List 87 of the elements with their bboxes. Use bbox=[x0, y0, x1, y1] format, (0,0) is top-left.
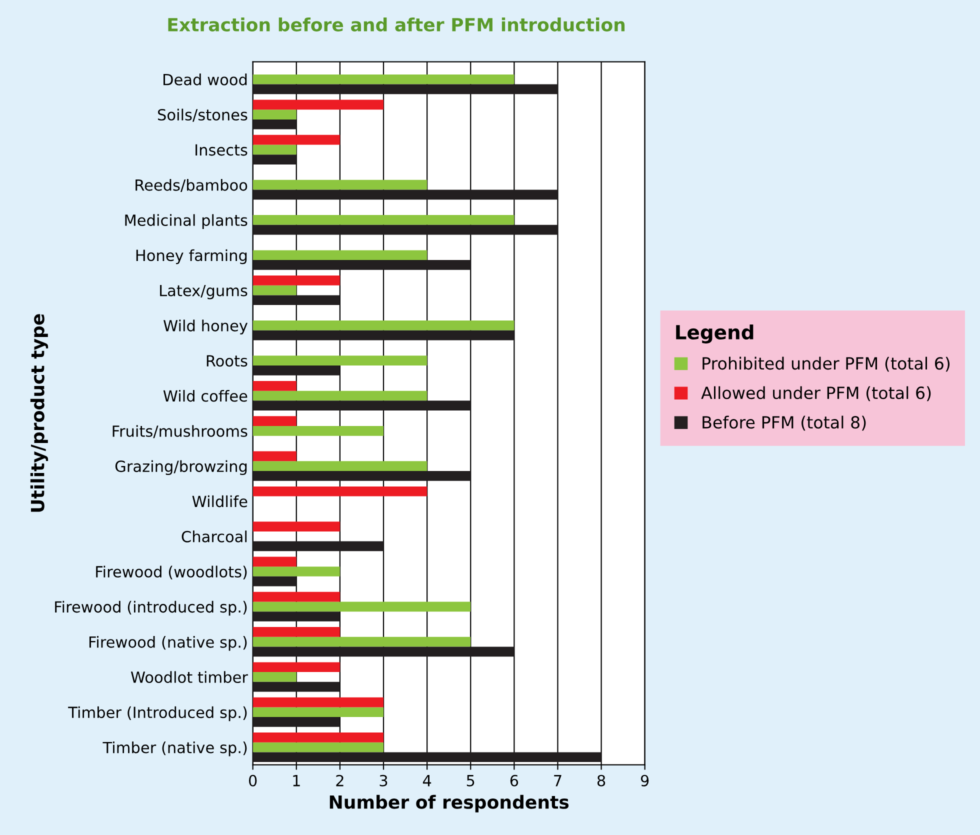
x-tick-label: 0 bbox=[248, 774, 257, 786]
bar bbox=[252, 134, 340, 145]
y-tick-label: Soils/stones bbox=[158, 108, 248, 122]
bar bbox=[252, 100, 384, 110]
x-tick-label: 3 bbox=[380, 774, 388, 786]
bar bbox=[252, 250, 428, 260]
y-tick-label: Medicinal plants bbox=[125, 214, 248, 229]
bar bbox=[252, 697, 384, 708]
bar bbox=[252, 74, 514, 84]
x-axis-title: Number of respondents bbox=[330, 794, 569, 812]
y-tick-label: Firewood (woodlots) bbox=[96, 566, 247, 580]
bar bbox=[252, 461, 428, 471]
bar bbox=[252, 541, 384, 552]
y-tick-label: Wildlife bbox=[192, 495, 248, 508]
bar bbox=[252, 636, 471, 647]
y-tick-label: Grazing/browzing bbox=[115, 460, 247, 476]
bar bbox=[252, 486, 428, 496]
bar bbox=[252, 356, 428, 366]
x-tick-label: 1 bbox=[293, 775, 300, 786]
bar bbox=[252, 144, 296, 155]
bar bbox=[252, 84, 558, 94]
bar bbox=[252, 662, 340, 672]
bar bbox=[252, 276, 340, 286]
bar bbox=[252, 380, 296, 391]
y-tick-label: Charcoal bbox=[182, 530, 247, 542]
bar bbox=[252, 190, 558, 200]
bar bbox=[252, 451, 296, 462]
bar bbox=[252, 260, 471, 270]
bar bbox=[252, 400, 471, 411]
bar bbox=[252, 707, 384, 718]
bar bbox=[252, 612, 340, 622]
bar bbox=[252, 522, 340, 532]
bar bbox=[252, 180, 428, 190]
bar bbox=[252, 366, 340, 376]
bar bbox=[252, 119, 296, 130]
legend-label: Allowed under PFM (total 6) bbox=[701, 386, 931, 402]
y-tick-label: Wild honey bbox=[164, 320, 248, 334]
y-tick-label: Wild coffee bbox=[163, 390, 248, 402]
legend-label: Before PFM (total 8) bbox=[702, 416, 866, 431]
bar bbox=[252, 470, 471, 481]
bar bbox=[252, 215, 514, 225]
x-tick-label: 6 bbox=[510, 774, 518, 786]
x-tick-label: 8 bbox=[597, 774, 606, 786]
y-tick-label: Roots bbox=[206, 355, 248, 367]
bar bbox=[252, 742, 384, 752]
bar bbox=[252, 602, 471, 612]
bar bbox=[252, 752, 602, 762]
bar bbox=[252, 592, 340, 602]
bar bbox=[252, 285, 296, 296]
bar bbox=[252, 627, 340, 637]
y-tick-label: Woodlot timber bbox=[130, 671, 248, 683]
bar bbox=[252, 717, 340, 727]
bar bbox=[252, 576, 296, 586]
chart-title: Extraction before and after PFM introduction bbox=[168, 18, 625, 32]
bar bbox=[252, 566, 340, 576]
bar bbox=[252, 416, 296, 426]
y-tick-label: Firewood (native sp.) bbox=[89, 636, 247, 651]
bar bbox=[252, 295, 340, 306]
bar bbox=[252, 110, 296, 120]
y-axis-title: Utility/product type bbox=[30, 314, 48, 512]
bar bbox=[252, 224, 558, 235]
x-tick-label: 2 bbox=[336, 774, 344, 786]
y-tick-label: Fruits/mushrooms bbox=[112, 425, 248, 438]
bar bbox=[252, 732, 384, 742]
legend-title: Legend bbox=[676, 324, 754, 344]
bar bbox=[252, 426, 384, 436]
bar bbox=[252, 320, 514, 330]
legend-label: Prohibited under PFM (total 6) bbox=[702, 356, 950, 372]
bar bbox=[252, 330, 514, 340]
bar bbox=[252, 646, 514, 657]
bar bbox=[252, 154, 296, 164]
x-tick-label: 9 bbox=[640, 774, 649, 786]
bar bbox=[252, 682, 340, 692]
y-tick-label: Timber (native sp.) bbox=[102, 741, 247, 756]
x-tick-label: 5 bbox=[466, 775, 474, 786]
y-tick-label: Reeds/bamboo bbox=[136, 179, 248, 192]
bar bbox=[252, 556, 296, 567]
x-tick-label: 7 bbox=[554, 775, 562, 786]
y-tick-label: Dead wood bbox=[164, 74, 247, 86]
y-tick-label: Timber (Introduced sp.) bbox=[68, 706, 247, 722]
bar bbox=[252, 390, 428, 401]
y-tick-label: Latex/gums bbox=[160, 284, 248, 300]
y-tick-label: Firewood (introduced sp.) bbox=[55, 600, 247, 616]
y-tick-label: Honey farming bbox=[136, 249, 247, 264]
y-tick-label: Insects bbox=[196, 144, 248, 156]
x-tick-label: 4 bbox=[422, 775, 432, 786]
bar bbox=[252, 672, 296, 682]
